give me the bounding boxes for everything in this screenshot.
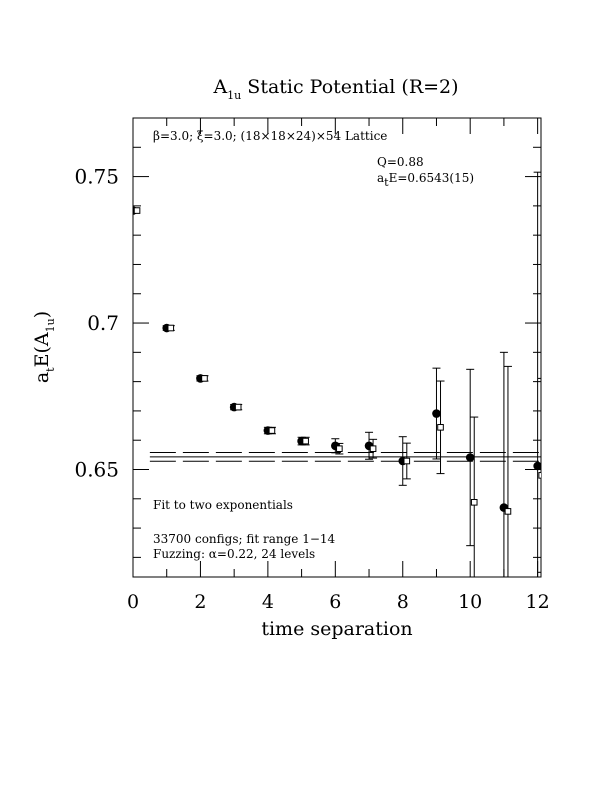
data-point-square <box>302 437 309 445</box>
x-tick-label: 10 <box>458 591 482 613</box>
data-point-square <box>133 207 141 214</box>
x-tick-label: 0 <box>127 591 139 613</box>
data-point-square <box>336 445 343 453</box>
energy-annotation: atE=0.6543(15) <box>377 171 474 189</box>
fuzzing-annotation: Fuzzing: α=0.22, 24 levels <box>153 547 315 561</box>
y-tick-label: 0.7 <box>87 311 119 335</box>
x-tick-label: 2 <box>194 591 206 613</box>
x-tick-label: 4 <box>262 591 274 613</box>
data-points <box>133 171 541 577</box>
y-axis-label: atE(A1u) <box>31 311 57 383</box>
plot-frame <box>132 117 542 578</box>
data-point-square <box>167 324 175 332</box>
axis-ticks <box>132 117 541 577</box>
q-annotation: Q=0.88 <box>377 155 424 169</box>
chart-title: A1u Static Potential (R=2) <box>212 76 458 102</box>
x-axis-label: time separation <box>261 618 412 640</box>
x-tick-label: 12 <box>526 591 550 613</box>
fit-band <box>149 452 541 462</box>
data-point-square <box>234 403 242 411</box>
fit-annotation: Fit to two exponentials <box>153 498 293 512</box>
data-point-square <box>268 427 276 434</box>
data-point-square <box>369 445 377 453</box>
data-point-circle <box>465 453 475 462</box>
data-point-square <box>201 375 208 382</box>
lattice-annotation: β=3.0; ξ=3.0; (18×18×24)×54 Lattice <box>153 129 387 143</box>
x-tick-label: 6 <box>329 591 341 613</box>
tick-labels: 0.65 0.7 0.75 0 2 4 6 8 10 12 <box>74 165 549 613</box>
data-point-square <box>470 499 478 506</box>
data-point-square <box>403 457 411 465</box>
configs-annotation: 33700 configs; fit range 1−14 <box>153 532 336 546</box>
data-point-square <box>437 424 444 431</box>
y-tick-label: 0.75 <box>74 165 119 189</box>
data-point-circle <box>432 409 441 418</box>
data-point-square <box>504 508 512 515</box>
data-point-square <box>538 472 541 479</box>
x-tick-label: 8 <box>397 591 409 613</box>
data-point-circle <box>533 461 541 471</box>
y-tick-label: 0.65 <box>74 457 119 481</box>
